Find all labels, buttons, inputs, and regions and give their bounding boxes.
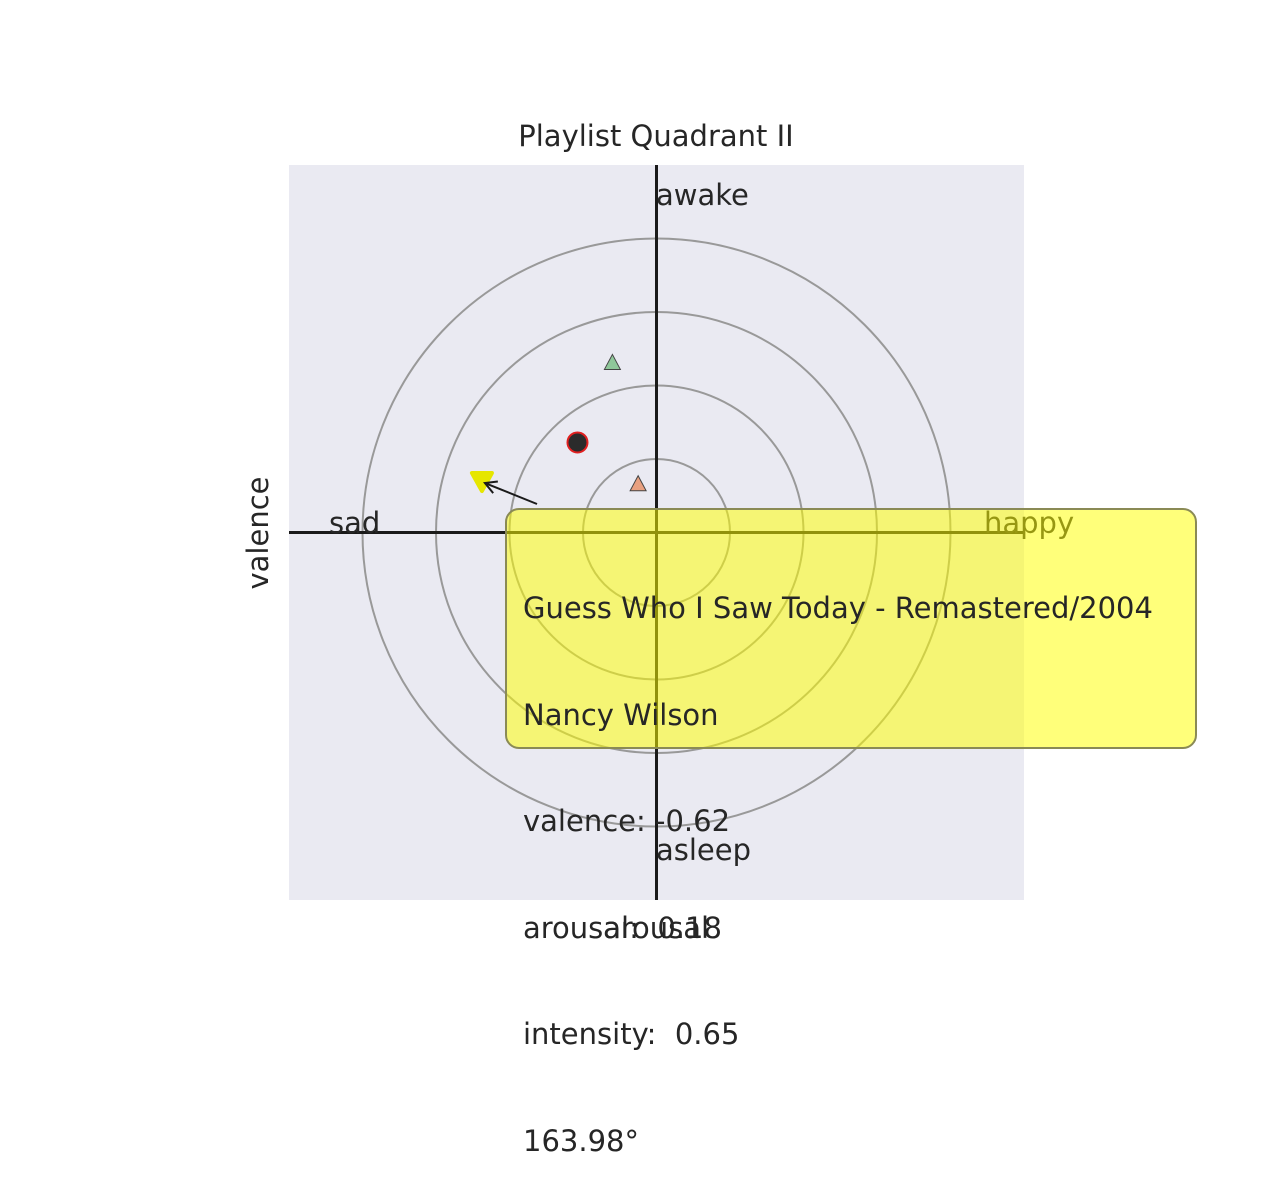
song-marker-3[interactable] bbox=[629, 474, 647, 492]
song-marker-2[interactable] bbox=[566, 431, 589, 454]
label-awake: awake bbox=[656, 178, 749, 212]
tooltip-intensity: intensity: 0.65 bbox=[523, 1017, 740, 1051]
song-tooltip: Guess Who I Saw Today - Remastered/2004 … bbox=[505, 508, 1197, 1158]
song-marker-1[interactable] bbox=[603, 353, 622, 370]
tooltip-song-title: Guess Who I Saw Today - Remastered/2004 bbox=[523, 591, 1153, 625]
tooltip-artist: Nancy Wilson bbox=[523, 697, 719, 732]
annotation-arrow bbox=[483, 480, 538, 505]
label-sad: sad bbox=[329, 506, 380, 540]
tooltip-arousal: arousal: 0.18 bbox=[523, 910, 722, 945]
x-axis-label: arousal bbox=[603, 911, 709, 945]
label-asleep: asleep bbox=[656, 833, 751, 867]
tooltip-angle: 163.98° bbox=[523, 1123, 639, 1158]
data-points[interactable] bbox=[469, 353, 647, 494]
tooltip-valence: valence: -0.62 bbox=[523, 804, 731, 838]
chart-title: Playlist Quadrant II bbox=[518, 119, 793, 153]
y-axis-label: valence bbox=[241, 477, 275, 590]
